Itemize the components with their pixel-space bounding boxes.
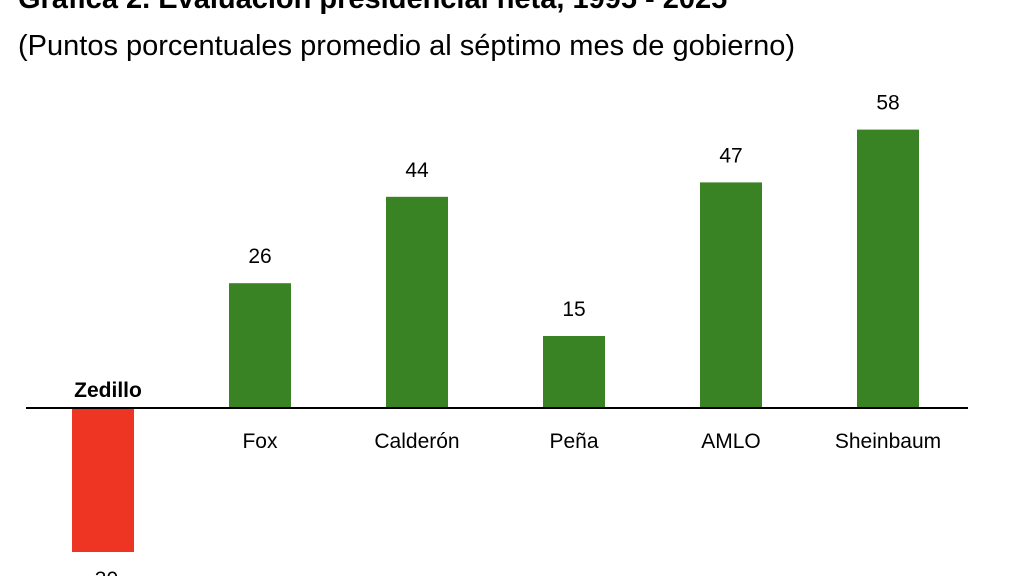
value-label-sheinbaum: 58 (876, 92, 899, 115)
bar-fox (229, 283, 291, 408)
category-label-zedillo: Zedillo (74, 379, 142, 402)
category-label-sheinbaum: Sheinbaum (835, 430, 941, 453)
chart-subtitle: (Puntos porcentuales promedio al séptimo… (18, 30, 795, 62)
bar-pena (543, 336, 605, 408)
value-label-amlo: 47 (719, 144, 742, 167)
category-label-amlo: AMLO (701, 430, 761, 453)
labels-group: -30 Zedillo 26 Fox 44 Calderón 15 Peña 47 AMLO 58 S… (74, 92, 941, 576)
bar-calderon (386, 196, 448, 408)
bar-amlo (700, 182, 762, 408)
value-label-zedillo: -30 (88, 568, 118, 576)
value-label-fox: 26 (248, 245, 271, 268)
bars-group (72, 129, 919, 552)
bar-sheinbaum (857, 129, 919, 408)
category-label-fox: Fox (242, 430, 278, 453)
category-label-calderon: Calderón (374, 430, 459, 453)
bar-zedillo (72, 408, 134, 552)
value-label-pena: 15 (562, 298, 585, 321)
chart-title: Gráfica 2. Evaluación presidencial neta,… (18, 0, 727, 16)
category-label-pena: Peña (549, 430, 598, 453)
value-label-calderon: 44 (405, 159, 429, 182)
